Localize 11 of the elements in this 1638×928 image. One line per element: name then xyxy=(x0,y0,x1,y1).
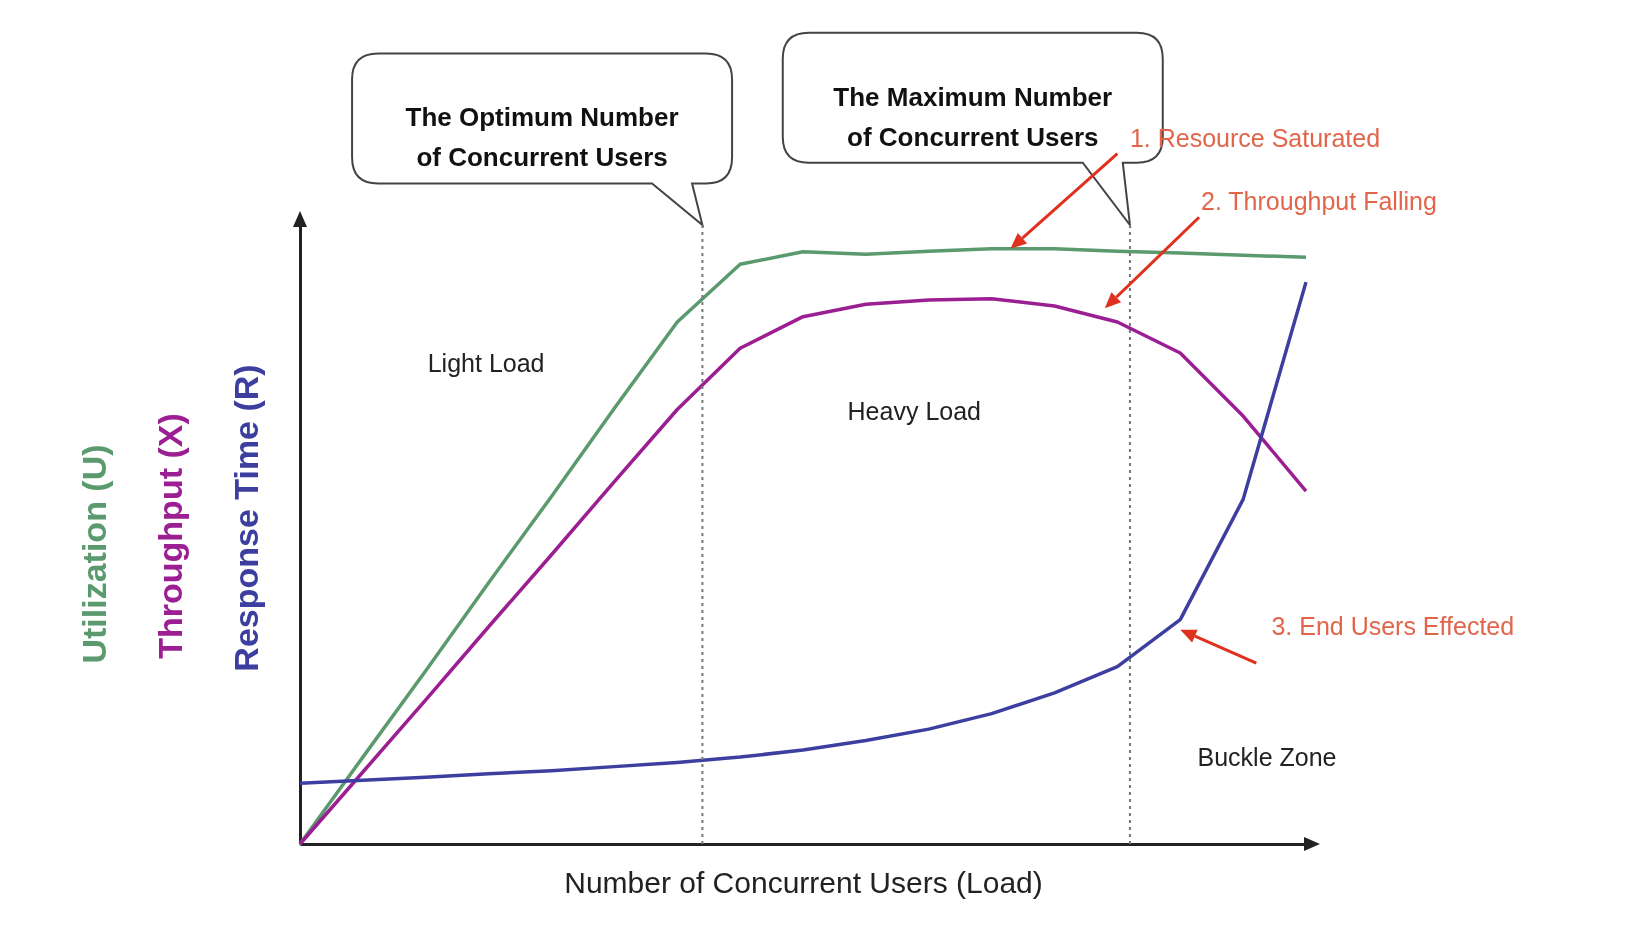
text: 2. Throughput Falling xyxy=(1201,186,1437,215)
text: The Optimum Number of Concurrent Users xyxy=(405,102,679,173)
annotation: Buckle Zone xyxy=(1197,743,1337,772)
x-axis-title: Number of Concurrent Users (Load) xyxy=(564,865,1043,899)
text: The Maximum Number of Concurrent Users xyxy=(833,81,1113,152)
annotation: Light Load xyxy=(427,348,545,377)
text: Throughput (X) xyxy=(151,413,189,659)
text: Response Time (R) xyxy=(227,364,265,672)
annotation: 3. End Users Effected xyxy=(1271,611,1515,640)
annotation: Heavy Load xyxy=(847,397,982,426)
text: Utilization (U) xyxy=(75,444,113,664)
